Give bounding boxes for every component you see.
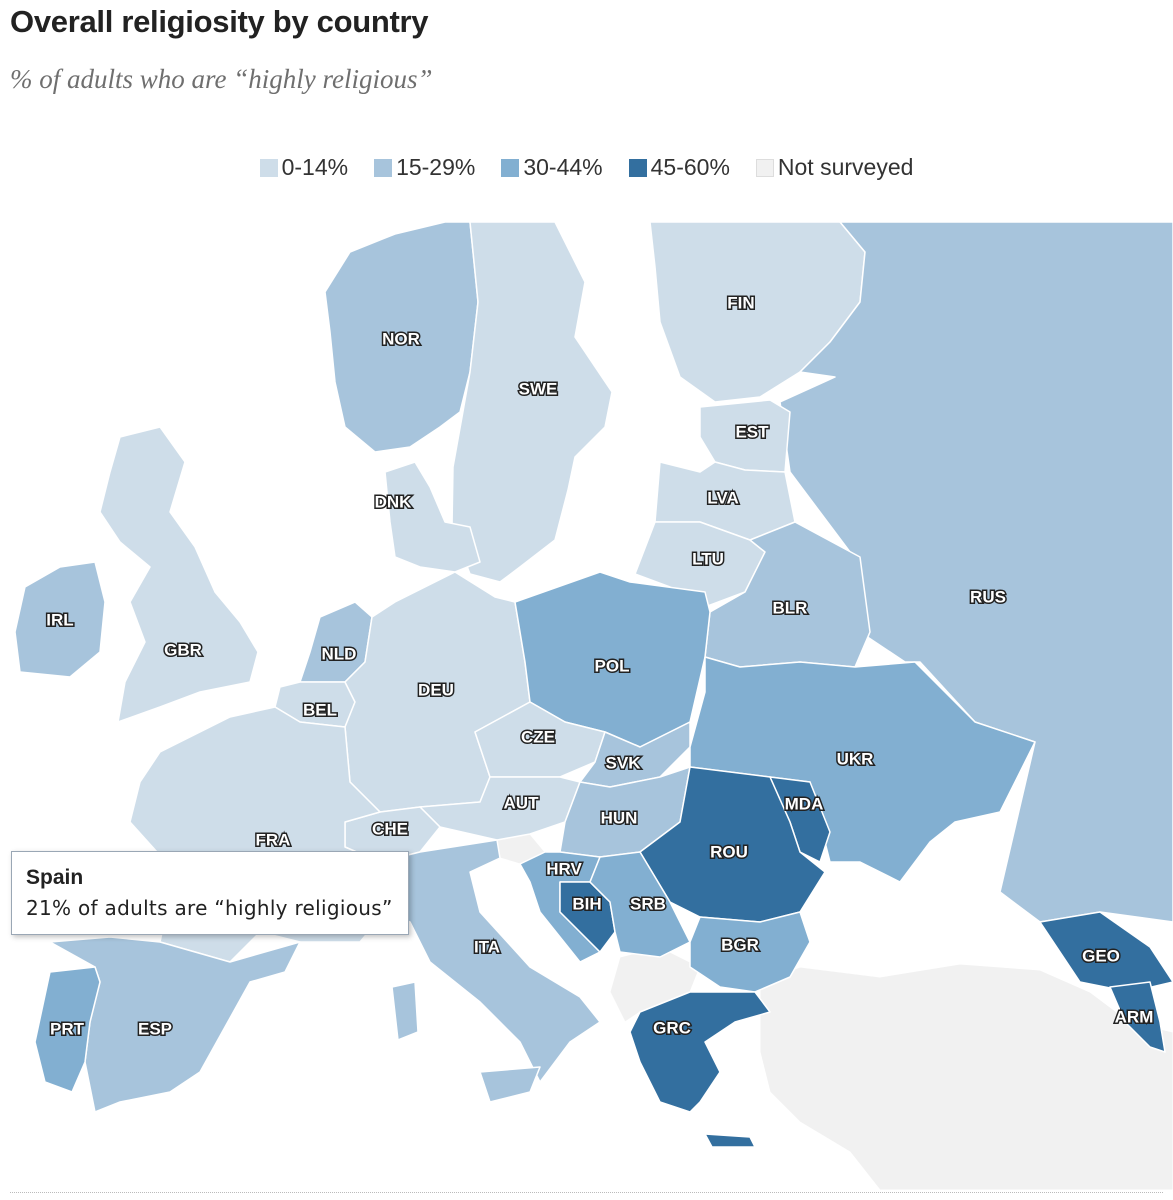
label-MDA: MDA: [785, 794, 824, 813]
country-ITA-sardinia[interactable]: [391, 981, 419, 1041]
label-PRT: PRT: [50, 1019, 85, 1038]
label-LVA: LVA: [707, 488, 738, 507]
legend-swatch: [755, 158, 774, 177]
label-NLD: NLD: [322, 644, 357, 663]
label-IRL: IRL: [46, 610, 73, 629]
country-SRB[interactable]: [589, 851, 691, 958]
legend-item-not-surveyed: Not surveyed: [755, 154, 914, 181]
label-SWE: SWE: [519, 379, 558, 398]
legend-label: 0-14%: [281, 154, 349, 180]
label-NOR: NOR: [382, 329, 420, 348]
country-ITA-sicily[interactable]: [479, 1066, 541, 1103]
label-RUS: RUS: [970, 587, 1006, 606]
label-BGR: BGR: [721, 935, 759, 954]
europe-map: NOR SWE FIN EST LVA LTU DNK IRL GBR NLD …: [0, 222, 1173, 1190]
label-GRC: GRC: [653, 1018, 691, 1037]
legend-item-30-44: 30-44%: [501, 154, 603, 181]
bottom-divider: [10, 1192, 1163, 1193]
legend-item-0-14: 0-14%: [259, 154, 349, 181]
label-EST: EST: [735, 422, 769, 441]
country-IRL[interactable]: [14, 561, 106, 678]
label-ESP: ESP: [138, 1019, 172, 1038]
country-NOR[interactable]: [324, 222, 479, 453]
label-SVK: SVK: [606, 753, 642, 772]
country-BGR[interactable]: [689, 911, 811, 993]
label-DEU: DEU: [418, 680, 454, 699]
legend-label: 15-29%: [396, 154, 476, 180]
tooltip-country-name: Spain: [26, 866, 84, 889]
country-GRC-crete[interactable]: [704, 1133, 756, 1148]
country-shapes: [14, 222, 1173, 1148]
legend-item-45-60: 45-60%: [628, 154, 730, 181]
country-PRT[interactable]: [34, 966, 101, 1093]
legend-swatch: [374, 158, 393, 177]
legend-label: Not surveyed: [777, 154, 914, 180]
label-BEL: BEL: [303, 700, 337, 719]
country-GBR[interactable]: [99, 426, 259, 723]
label-GBR: GBR: [164, 640, 202, 659]
label-ARM: ARM: [1115, 1007, 1154, 1026]
legend: 0-14% 15-29% 30-44% 45-60% Not surveyed: [0, 154, 1173, 181]
legend-label: 45-60%: [650, 154, 730, 180]
chart-subtitle: % of adults who are “highly religious”: [10, 64, 433, 94]
label-DNK: DNK: [375, 492, 413, 511]
legend-swatch: [259, 158, 278, 177]
label-BIH: BIH: [572, 894, 601, 913]
legend-label: 30-44%: [523, 154, 603, 180]
label-HUN: HUN: [601, 808, 638, 827]
country-tooltip: Spain 21% of adults are “highly religiou…: [11, 851, 409, 935]
legend-swatch: [501, 158, 520, 177]
label-CHE: CHE: [372, 819, 408, 838]
country-GRC[interactable]: [629, 991, 771, 1113]
legend-item-15-29: 15-29%: [374, 154, 475, 181]
country-DNK[interactable]: [384, 461, 481, 573]
label-ITA: ITA: [474, 937, 500, 956]
country-SWE[interactable]: [451, 222, 613, 583]
tooltip-value-text: 21% of adults are “highly religious”: [26, 896, 393, 920]
label-ROU: ROU: [710, 842, 748, 861]
turkey-region: [759, 963, 1173, 1190]
not-surveyed-land: [496, 833, 1173, 1190]
label-FRA: FRA: [256, 830, 291, 849]
country-ITA[interactable]: [379, 839, 601, 1083]
label-LTU: LTU: [692, 549, 724, 568]
label-FIN: FIN: [727, 293, 754, 312]
label-AUT: AUT: [504, 793, 540, 812]
country-labels: NOR SWE FIN EST LVA LTU DNK IRL GBR NLD …: [45, 292, 1155, 1040]
country-ARM[interactable]: [1109, 981, 1166, 1053]
label-SRB: SRB: [630, 894, 666, 913]
label-CZE: CZE: [521, 727, 555, 746]
label-GEO: GEO: [1082, 946, 1120, 965]
label-UKR: UKR: [837, 749, 874, 768]
label-BLR: BLR: [773, 598, 808, 617]
label-POL: POL: [595, 656, 630, 675]
legend-swatch: [628, 158, 647, 177]
chart-title: Overall religiosity by country: [10, 4, 429, 39]
label-HRV: HRV: [546, 859, 582, 878]
